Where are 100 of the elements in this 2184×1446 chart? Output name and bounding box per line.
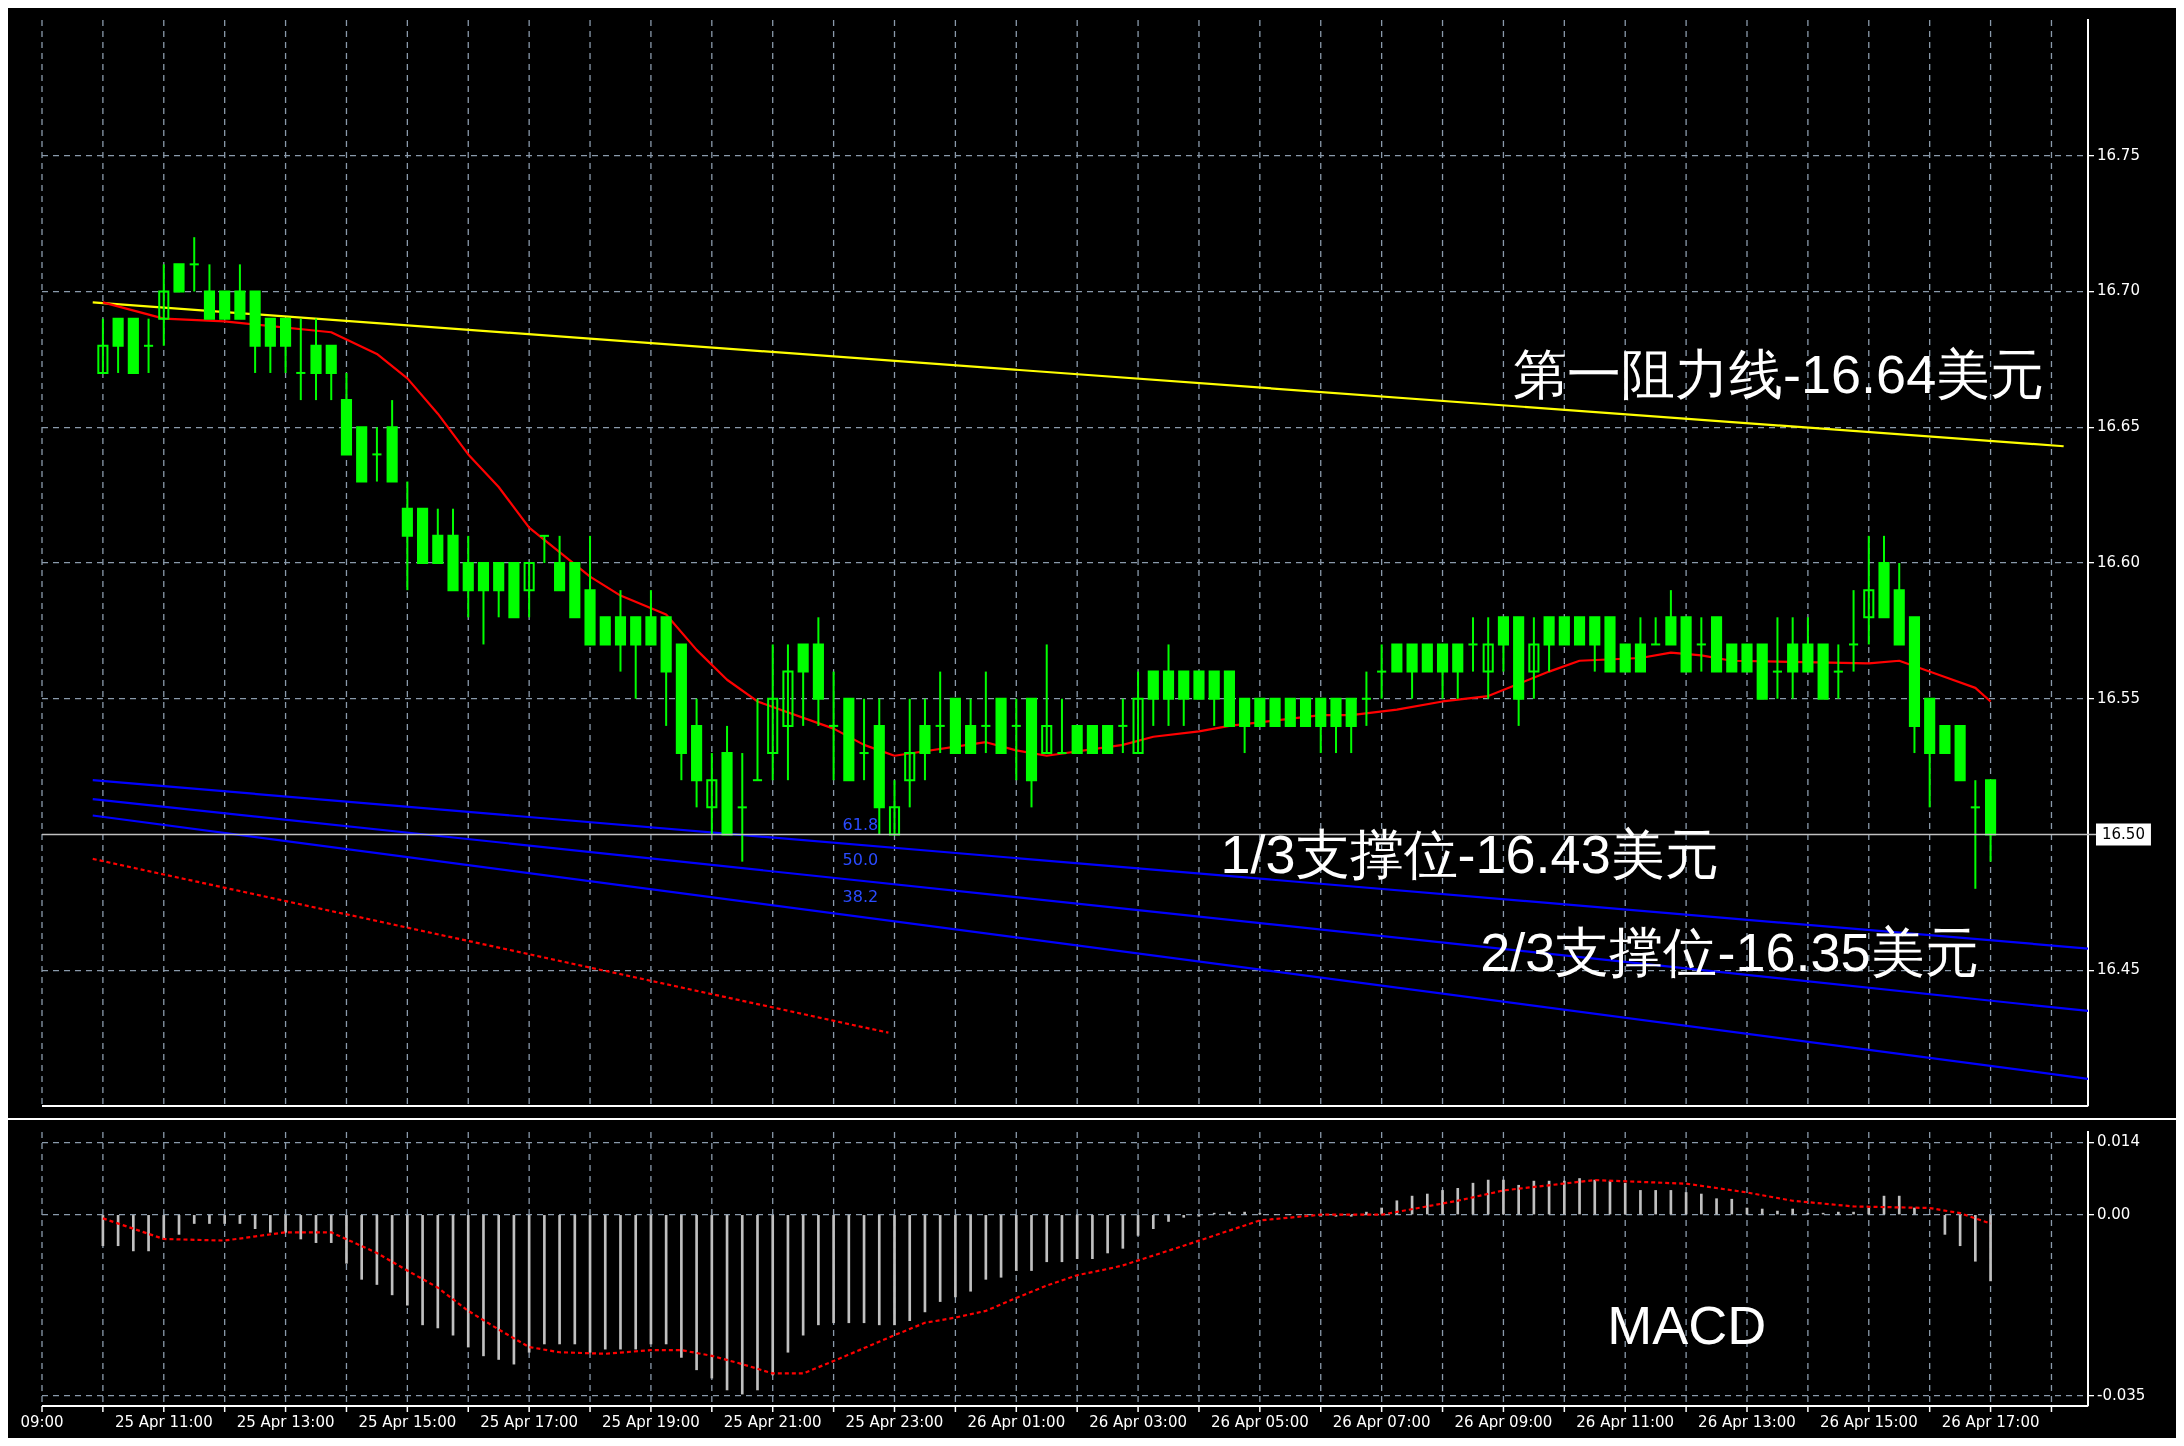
bar [147, 1215, 150, 1252]
bar [436, 1215, 440, 1329]
candlestick [934, 670, 946, 755]
bar [543, 1215, 546, 1345]
bar [619, 1215, 622, 1350]
x-tick-label: 26 Apr 03:00 [1089, 1413, 1187, 1432]
x-tick-label: 25 Apr 21:00 [723, 1413, 822, 1432]
bar [817, 1215, 820, 1326]
bar [284, 1215, 287, 1233]
x-tick-label: 25 Apr 23:00 [845, 1413, 944, 1432]
candlestick [1650, 616, 1662, 646]
bar [1867, 1207, 1871, 1215]
candlestick [523, 562, 535, 619]
candlestick [97, 317, 109, 374]
candlestick [858, 697, 870, 782]
candlestick [1832, 643, 1844, 700]
bar [1045, 1215, 1049, 1263]
candlestick [904, 697, 916, 809]
x-tick-label: 26 Apr 11:00 [1576, 1413, 1675, 1432]
bar [1989, 1215, 1992, 1282]
bar [482, 1215, 485, 1357]
bar [1425, 1193, 1429, 1215]
candlestick [143, 317, 155, 374]
candlestick [1695, 616, 1707, 673]
x-tick-label: 26 Apr 13:00 [1698, 1413, 1796, 1432]
candlestick [1132, 670, 1144, 755]
x-tick-label: 25 Apr 11:00 [114, 1413, 213, 1432]
annotation: 1/3支撑位-16.43美元 [1220, 824, 1719, 885]
ref-line-label: 16.50 [2102, 825, 2145, 844]
candlestick [1482, 616, 1494, 700]
x-tick-label: 25 Apr 19:00 [602, 1413, 700, 1432]
candlestick [828, 670, 840, 782]
bar [269, 1215, 272, 1233]
candlestick [1360, 670, 1372, 727]
bar [132, 1215, 135, 1252]
x-tick-label: 09:00 [20, 1413, 64, 1432]
y-tick-label: 16.45 [2097, 960, 2140, 979]
x-tick-label: 26 Apr 09:00 [1454, 1413, 1553, 1432]
annotation: 61.8 [842, 814, 879, 834]
bar [299, 1215, 303, 1240]
bar [406, 1215, 409, 1306]
candlestick [1010, 697, 1022, 782]
bar [954, 1215, 957, 1298]
bar [1700, 1193, 1703, 1215]
candlestick [1117, 697, 1129, 755]
candlestick [736, 752, 748, 863]
x-tick-label: 25 Apr 13:00 [236, 1413, 335, 1432]
bar [1760, 1208, 1764, 1215]
bar [603, 1215, 607, 1350]
candlestick [158, 263, 170, 347]
bar [345, 1215, 348, 1264]
bar [223, 1215, 227, 1224]
bar [1791, 1208, 1794, 1215]
candlestick [188, 236, 200, 293]
candlestick [1376, 643, 1388, 700]
bar [710, 1215, 714, 1379]
bar [573, 1215, 577, 1345]
bar [1014, 1215, 1018, 1271]
bar [1730, 1198, 1734, 1215]
y-tick-label: 0.014 [2097, 1132, 2140, 1151]
candlestick [1056, 697, 1068, 755]
bar [1562, 1180, 1566, 1215]
x-tick-label: 25 Apr 15:00 [358, 1413, 457, 1432]
bar [1030, 1215, 1033, 1271]
bar [1623, 1182, 1627, 1215]
bar [740, 1215, 744, 1395]
candlestick [1771, 616, 1784, 700]
candlestick [1041, 643, 1053, 755]
candlestick [767, 643, 779, 782]
bar [1182, 1215, 1186, 1218]
annotation: MACD [1607, 1295, 1767, 1356]
candlestick [538, 534, 550, 564]
candlestick [888, 779, 901, 836]
candlestick [295, 317, 307, 402]
y-tick-label: 16.65 [2097, 417, 2140, 436]
x-tick-label: 26 Apr 15:00 [1819, 1413, 1918, 1432]
bar [1654, 1190, 1657, 1215]
y-tick-label: 16.60 [2097, 552, 2140, 571]
candlestick [1528, 616, 1540, 700]
bar [1913, 1207, 1916, 1215]
bar [497, 1215, 501, 1360]
bar [938, 1215, 942, 1302]
bar [1639, 1190, 1642, 1215]
y-tick-label: 16.55 [2097, 688, 2140, 707]
bar [1167, 1215, 1170, 1222]
bar [329, 1215, 333, 1243]
bar [680, 1215, 683, 1358]
bar [832, 1215, 835, 1324]
bar [1715, 1198, 1718, 1215]
bar [162, 1215, 166, 1240]
bar [1075, 1215, 1079, 1259]
bar [208, 1215, 211, 1224]
bar [192, 1215, 196, 1224]
bar [466, 1215, 470, 1348]
bar [360, 1215, 364, 1280]
bar [1380, 1207, 1383, 1215]
x-tick-label: 26 Apr 05:00 [1210, 1413, 1309, 1432]
candlestick [751, 697, 764, 782]
candlestick [1848, 589, 1860, 673]
y-tick-label: -0.035 [2097, 1385, 2146, 1404]
